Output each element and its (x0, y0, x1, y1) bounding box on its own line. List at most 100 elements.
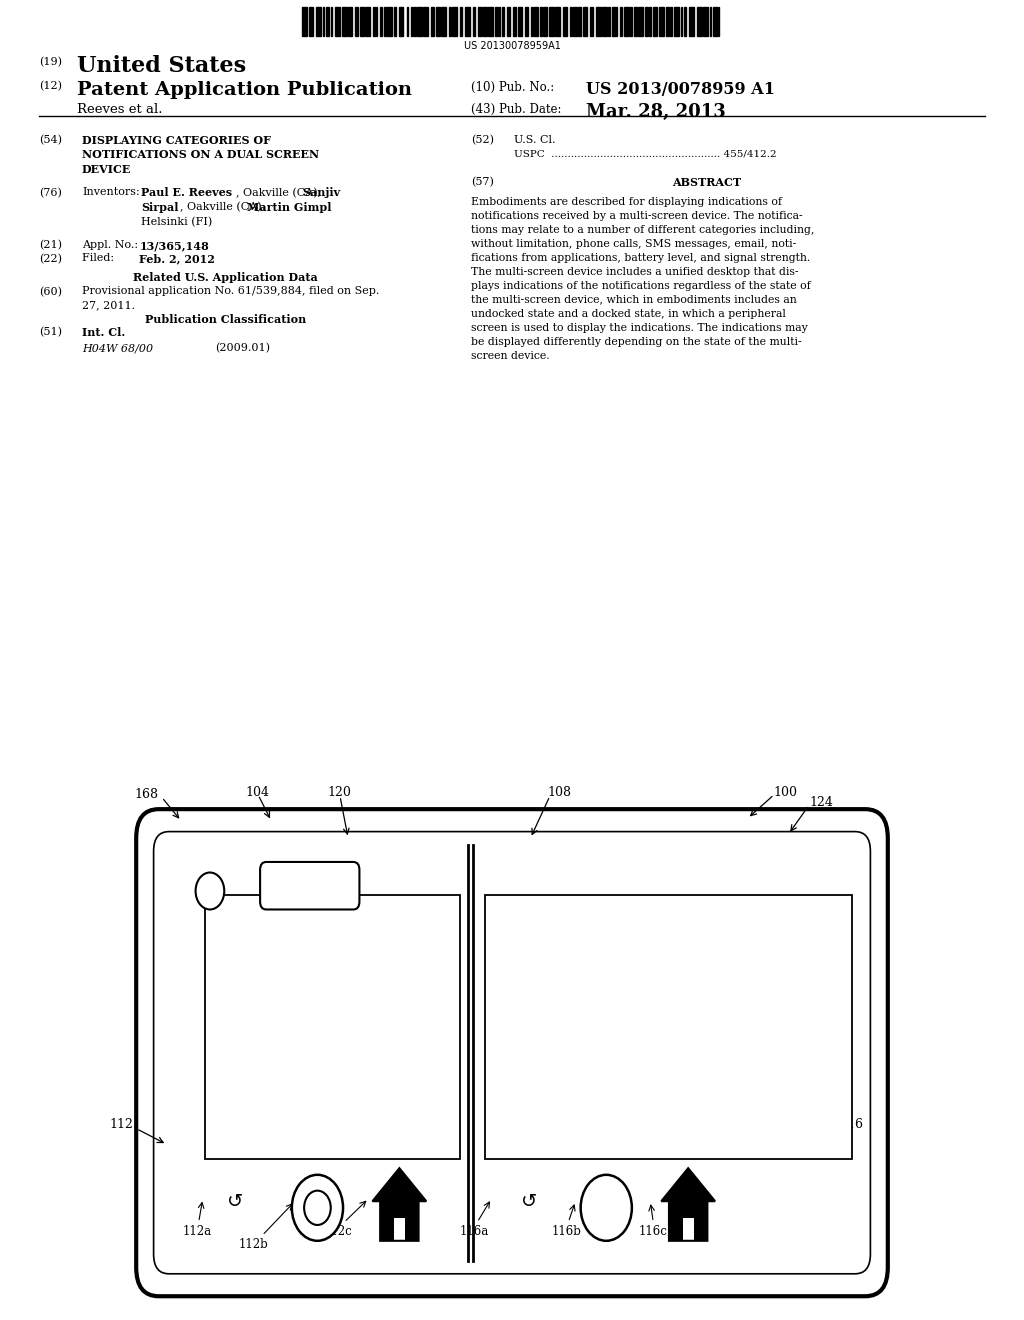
Bar (525, 7, 528, 36)
Bar (441, 7, 446, 36)
Bar (683, 7, 685, 36)
Text: USPC  .................................................... 455/412.2: USPC ...................................… (514, 149, 776, 158)
Bar (407, 7, 409, 36)
Circle shape (292, 1175, 343, 1241)
Bar (461, 7, 463, 36)
Text: 112c: 112c (324, 1225, 352, 1238)
Bar (436, 7, 440, 36)
Bar (688, 7, 693, 36)
Bar (336, 7, 340, 36)
Bar (507, 7, 510, 36)
Bar (380, 1201, 419, 1241)
Bar (531, 7, 534, 36)
Text: Provisional application No. 61/539,884, filed on Sep.
27, 2011.: Provisional application No. 61/539,884, … (82, 286, 379, 310)
Text: U.S. Cl.: U.S. Cl. (514, 135, 556, 145)
Bar (499, 7, 501, 36)
Text: 116a: 116a (460, 1225, 488, 1238)
Bar (483, 7, 487, 36)
Bar (555, 7, 560, 36)
Text: 13/365,148: 13/365,148 (139, 240, 209, 251)
Bar (417, 7, 422, 36)
Bar (638, 7, 643, 36)
Bar (578, 7, 582, 36)
Polygon shape (662, 1168, 715, 1201)
Bar (326, 7, 329, 36)
Bar (703, 7, 708, 36)
Text: 108: 108 (548, 785, 571, 799)
Bar (683, 1217, 694, 1241)
Text: (57): (57) (471, 177, 494, 187)
Bar (652, 7, 656, 36)
Bar (355, 7, 358, 36)
Bar (423, 7, 428, 36)
Bar (674, 7, 679, 36)
Bar (718, 7, 719, 36)
Text: (2009.01): (2009.01) (215, 343, 270, 354)
Text: (51): (51) (39, 327, 61, 338)
Text: (60): (60) (39, 286, 61, 297)
Bar (495, 7, 497, 36)
Bar (342, 7, 346, 36)
Bar (431, 7, 434, 36)
Bar (584, 7, 588, 36)
Bar (331, 7, 332, 36)
Bar (473, 7, 475, 36)
Bar (302, 7, 307, 36)
Bar (387, 7, 392, 36)
Circle shape (196, 873, 224, 909)
Bar (535, 7, 539, 36)
Bar (649, 7, 650, 36)
Circle shape (581, 1175, 632, 1241)
Bar (645, 7, 648, 36)
Text: Publication Classification: Publication Classification (144, 314, 306, 325)
Text: Mar. 28, 2013: Mar. 28, 2013 (586, 103, 725, 121)
Bar (415, 7, 416, 36)
Text: (43) Pub. Date:: (43) Pub. Date: (471, 103, 561, 116)
Text: (19): (19) (39, 57, 61, 67)
Circle shape (304, 1191, 331, 1225)
Bar (502, 7, 504, 36)
Text: Paul E. Reeves: Paul E. Reeves (141, 187, 232, 198)
Text: 124: 124 (809, 796, 833, 809)
Bar (608, 7, 609, 36)
Text: ↺: ↺ (227, 1192, 244, 1210)
Bar (513, 7, 516, 36)
Text: , Oakville (CA);: , Oakville (CA); (236, 187, 325, 198)
Text: Embodiments are described for displaying indications of
notifications received b: Embodiments are described for displaying… (471, 197, 814, 360)
Text: DEVICE: DEVICE (82, 164, 131, 174)
Text: Int. Cl.: Int. Cl. (82, 327, 125, 338)
Text: 168: 168 (135, 788, 159, 801)
Text: Sirpal: Sirpal (141, 202, 179, 213)
Text: United States: United States (77, 55, 246, 78)
Bar (696, 7, 701, 36)
Text: Appl. No.:: Appl. No.: (82, 240, 141, 251)
Text: (52): (52) (471, 135, 494, 145)
Bar (611, 7, 616, 36)
Bar (602, 7, 607, 36)
Text: (54): (54) (39, 135, 61, 145)
Text: Helsinki (FI): Helsinki (FI) (141, 216, 213, 227)
Text: ↺: ↺ (521, 1192, 538, 1210)
Text: Reeves et al.: Reeves et al. (77, 103, 162, 116)
Bar (348, 7, 352, 36)
Text: Martin Gimpl: Martin Gimpl (247, 202, 332, 213)
Bar (573, 7, 578, 36)
Bar (681, 7, 682, 36)
Bar (488, 7, 493, 36)
Bar (205, 895, 460, 1159)
Text: US 20130078959A1: US 20130078959A1 (464, 41, 560, 51)
Bar (563, 7, 567, 36)
Text: 116c: 116c (639, 1225, 668, 1238)
Bar (666, 7, 669, 36)
Text: DISPLAYING CATEGORIES OF: DISPLAYING CATEGORIES OF (82, 135, 271, 145)
Bar (374, 7, 375, 36)
Polygon shape (373, 1168, 426, 1201)
Bar (393, 1217, 406, 1241)
Bar (549, 7, 554, 36)
Text: 112a: 112a (183, 1225, 212, 1238)
Text: Feb. 2, 2012: Feb. 2, 2012 (139, 253, 215, 264)
Bar (518, 7, 522, 36)
Bar (450, 7, 451, 36)
Text: (22): (22) (39, 253, 61, 264)
Text: 116b: 116b (551, 1225, 582, 1238)
